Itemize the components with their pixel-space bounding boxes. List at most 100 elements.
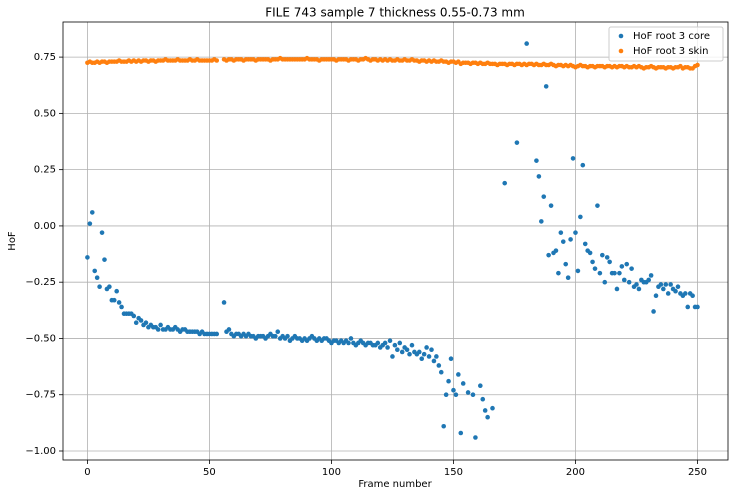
point (565, 275, 571, 280)
point (646, 277, 651, 283)
legend-box (608, 26, 724, 62)
point (392, 342, 398, 348)
point (668, 282, 673, 287)
point (390, 354, 395, 359)
point (553, 248, 559, 253)
point (421, 351, 427, 357)
point (568, 237, 573, 242)
point (119, 304, 124, 310)
point (451, 387, 456, 393)
point (382, 340, 388, 346)
point (624, 261, 630, 267)
point (690, 293, 695, 298)
point (416, 349, 422, 355)
y-tick-label: 0.75 (34, 52, 56, 63)
point (578, 214, 583, 220)
y-tick-label: −1.00 (25, 446, 56, 457)
point (575, 268, 581, 274)
point (573, 230, 578, 235)
point (695, 304, 700, 310)
point (548, 203, 554, 208)
point (275, 329, 281, 335)
x-axis-label: Frame number (358, 479, 432, 490)
point (448, 356, 454, 362)
point (621, 277, 627, 283)
point (226, 327, 232, 332)
point (539, 219, 544, 224)
point (221, 300, 227, 305)
point (558, 230, 564, 235)
point (602, 279, 608, 285)
point (665, 291, 671, 296)
point (404, 347, 410, 353)
point (346, 340, 351, 346)
point (524, 41, 529, 46)
point (397, 340, 403, 346)
point (653, 293, 659, 298)
point (661, 286, 666, 292)
point (102, 257, 107, 262)
point (560, 239, 566, 244)
y-tick-label: 0.00 (34, 221, 56, 232)
point (636, 286, 642, 292)
point (426, 354, 432, 359)
point (99, 230, 105, 235)
point (470, 392, 476, 398)
point (663, 282, 669, 287)
point (543, 84, 549, 89)
point (612, 270, 617, 276)
point (490, 405, 495, 411)
point (648, 273, 654, 278)
point (446, 378, 451, 384)
point (273, 333, 278, 339)
point (485, 414, 490, 420)
point (431, 358, 437, 364)
point (480, 396, 486, 402)
point (482, 408, 488, 413)
y-tick-label: −0.25 (25, 277, 56, 288)
point (87, 221, 93, 226)
point (514, 140, 520, 145)
legend-label: HoF root 3 skin (633, 46, 708, 57)
point (375, 340, 381, 346)
point (97, 284, 102, 289)
point (570, 156, 576, 161)
x-tick-label: 0 (84, 467, 90, 478)
point (89, 210, 95, 215)
y-axis-label: HoF (7, 231, 18, 251)
point (453, 392, 459, 398)
point (138, 318, 144, 323)
point (407, 351, 412, 357)
y-tick-label: 0.25 (34, 165, 56, 176)
point (409, 342, 415, 348)
point (597, 270, 603, 276)
point (214, 331, 220, 337)
plot-frame (62, 21, 729, 461)
point (92, 268, 98, 274)
point (94, 275, 100, 280)
point (604, 255, 610, 260)
point (443, 392, 449, 398)
point (582, 241, 588, 247)
point (116, 300, 122, 305)
point (580, 162, 586, 168)
point (658, 282, 664, 287)
point (131, 313, 137, 319)
x-tick-label: 250 (688, 467, 707, 478)
point (441, 423, 446, 429)
point (434, 354, 439, 359)
y-tick-label: 0.50 (34, 108, 56, 119)
point (478, 383, 483, 389)
point (143, 320, 149, 326)
x-tick-label: 150 (444, 467, 463, 478)
point (556, 270, 561, 276)
chart-title: FILE 743 sample 7 thickness 0.55-0.73 mm (265, 6, 525, 20)
point (592, 266, 598, 271)
point (587, 250, 593, 256)
point (651, 309, 656, 314)
point (419, 356, 425, 362)
x-tick-label: 200 (566, 467, 585, 478)
point (158, 322, 163, 328)
